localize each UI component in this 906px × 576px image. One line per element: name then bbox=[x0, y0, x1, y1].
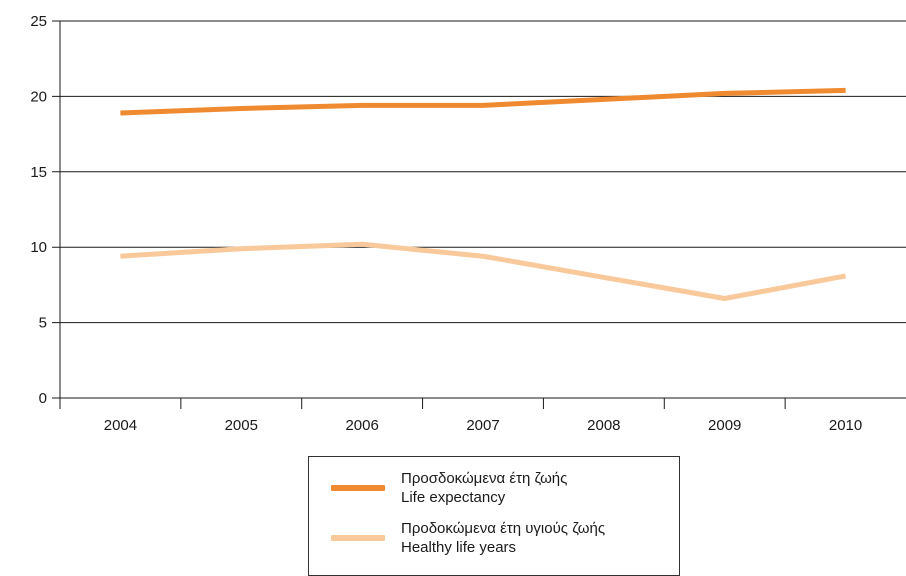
legend-label-en: Life expectancy bbox=[401, 489, 506, 506]
x-tick-labels: 2004 2005 2006 2007 2008 2009 2010 bbox=[104, 417, 863, 434]
x-tick-label-2005: 2005 bbox=[225, 417, 258, 434]
y-tick-labels: 0 5 10 15 20 25 bbox=[30, 13, 47, 407]
series-lines bbox=[120, 87, 847, 301]
legend-label-life-expectancy: Προσδοκώμενα έτη ζωής Life expectancy bbox=[401, 469, 567, 507]
y-tick-label-0: 0 bbox=[39, 390, 47, 407]
y-tick-label-5: 5 bbox=[39, 315, 47, 332]
x-tick-label-2006: 2006 bbox=[345, 417, 378, 434]
legend-label-healthy-life-years: Προδοκώμενα έτη υγιούς ζωής Healthy life… bbox=[401, 519, 605, 557]
x-tick-label-2008: 2008 bbox=[587, 417, 620, 434]
gridlines bbox=[52, 20, 906, 399]
axes bbox=[59, 21, 786, 409]
series-line-life-expectancy bbox=[120, 87, 846, 116]
legend-swatch-life-expectancy bbox=[331, 485, 385, 491]
legend-item-life-expectancy: Προσδοκώμενα έτη ζωής Life expectancy bbox=[331, 469, 567, 507]
legend-label-el: Προδοκώμενα έτη υγιούς ζωής bbox=[401, 520, 606, 537]
legend-label-el: Προσδοκώμενα έτη ζωής bbox=[401, 470, 568, 487]
x-tick-label-2009: 2009 bbox=[708, 417, 741, 434]
series-line-healthy-life-years bbox=[120, 241, 847, 301]
x-tick-label-2010: 2010 bbox=[829, 417, 862, 434]
legend: Προσδοκώμενα έτη ζωής Life expectancy Πρ… bbox=[308, 456, 680, 576]
x-tick-label-2007: 2007 bbox=[466, 417, 499, 434]
legend-swatch-healthy-life-years bbox=[331, 535, 385, 541]
y-tick-label-25: 25 bbox=[30, 13, 47, 30]
line-chart: 0 5 10 15 20 25 2004 2005 2006 2007 2008 2009 2010 bbox=[30, 13, 906, 434]
y-tick-label-10: 10 bbox=[30, 239, 47, 256]
y-tick-label-15: 15 bbox=[30, 164, 47, 181]
legend-label-en: Healthy life years bbox=[401, 539, 517, 556]
x-tick-label-2004: 2004 bbox=[104, 417, 137, 434]
legend-item-healthy-life-years: Προδοκώμενα έτη υγιούς ζωής Healthy life… bbox=[331, 519, 605, 557]
y-tick-label-20: 20 bbox=[30, 88, 47, 105]
